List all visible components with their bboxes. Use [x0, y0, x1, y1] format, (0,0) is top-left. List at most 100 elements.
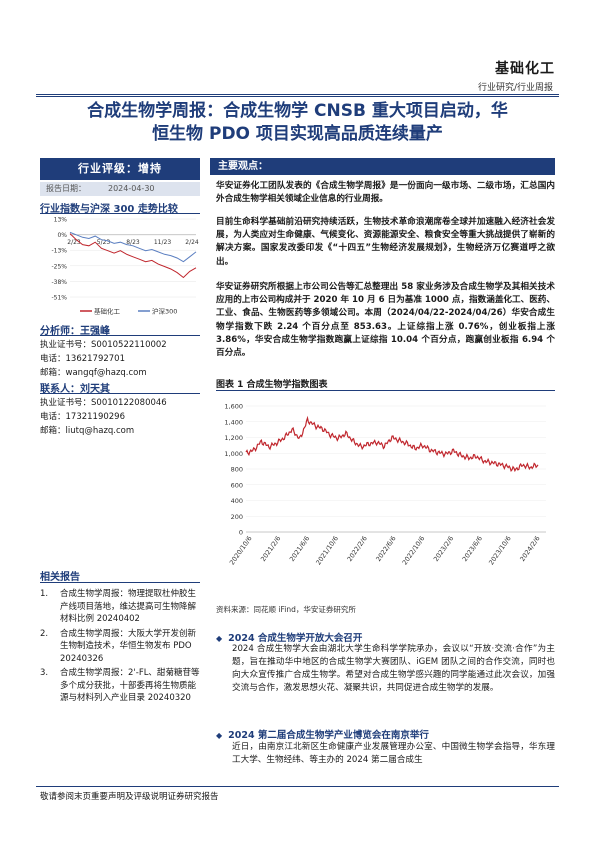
y-tick-label: 200: [231, 513, 243, 521]
mini-y-tick-label: -38%: [51, 279, 67, 286]
related-report-number: 3.: [40, 668, 49, 678]
report-title: 合成生物学周报：合成生物学 CNSB 重大项目启动，华 恒生物 PDO 项目实现…: [40, 100, 555, 146]
contact-cert-row: 执业证书号：S0010122080046: [40, 396, 167, 410]
y-tick-label: 1,200: [224, 434, 243, 442]
footer-divider: [36, 786, 559, 787]
figure-source: 资料来源：同花顺 iFind，华安证券研究所: [216, 605, 356, 614]
synbio-index-chart: 0 200 400 600 800 1,000 1,200 1,400 1,600 2020/10…: [224, 403, 546, 567]
related-report-item[interactable]: 1. 合成生物学周报：物理提取杜仲胶生产线项目落地，维达提高可生物降解材料比例 2…: [40, 588, 200, 626]
mini-x-tick-label: 11/23: [154, 239, 171, 246]
analyst-phone-label: 电话：: [40, 354, 66, 364]
contact-heading: 联系人：刘天其: [40, 380, 110, 395]
related-reports-divider: [40, 582, 200, 583]
figure-title: 图表 1 合成生物学指数图表: [216, 380, 328, 390]
contact-heading-label: 联系人：: [40, 384, 80, 395]
para-index-summary: 华安证券研究所根据上市公司公告等汇总整理出 58 家业务涉及合成生物学及其相关技…: [216, 282, 555, 359]
mini-x-tick-label: 2/24: [185, 239, 199, 246]
contact-email-row: 邮箱：liutq@hazq.com: [40, 424, 134, 438]
contact-phone-label: 电话：: [40, 412, 66, 422]
x-tick-label: 2023/10/6: [487, 535, 513, 567]
contact-email-label: 邮箱：: [40, 426, 66, 436]
x-tick-label: 2021/6/6: [288, 535, 311, 564]
rating-label: 行业评级：: [78, 162, 138, 175]
mini-series-line: [69, 233, 197, 279]
bullet-expo-heading: 2024 第二届合成生物学产业博览会在南京举行: [216, 727, 429, 741]
mini-x-tick-label: 5/23: [97, 239, 111, 246]
mini-y-tick-label: -25%: [51, 263, 67, 270]
analyst-cert: S0010522110002: [91, 340, 167, 350]
x-tick-label: 2022/2/6: [346, 535, 369, 564]
index-chart-heading: 行业指数与沪深 300 走势比较: [40, 204, 178, 215]
report-title-line2: 恒生物 PDO 项目实现高品质连续量产: [152, 124, 443, 144]
date-value: 2024-04-30: [108, 184, 155, 193]
mini-y-tick-label: 13%: [54, 217, 68, 224]
related-report-item[interactable]: 3. 合成生物学周报：2'-FL、甜菊糖苷等多个成分获批，十部委再将生物质能源与材…: [40, 667, 200, 705]
x-tick-label: 2023/2/6: [432, 535, 455, 564]
breadcrumb: 行业研究/行业周报: [477, 83, 553, 93]
related-reports-heading: 相关报告: [40, 572, 80, 583]
analyst-name: 王强峰: [80, 326, 110, 337]
y-tick-label: 0: [239, 529, 243, 537]
para-background: 目前生命科学基础前沿研究持续活跃，生物技术革命浪潮席卷全球并加速融入经济社会发展…: [216, 217, 555, 267]
related-report-text: 合成生物学周报：物理提取杜仲胶生产线项目落地，维达提高可生物降解材料比例 202…: [60, 589, 197, 624]
industry-rating: 行业评级：增持: [40, 158, 200, 180]
contact-cert-label: 执业证书号：: [40, 398, 92, 408]
contact-divider: [40, 393, 200, 394]
contact-phone: 17321190296: [65, 412, 126, 422]
x-tick-label: 2023/6/6: [461, 535, 484, 564]
y-tick-label: 400: [231, 497, 243, 505]
y-tick-label: 1,000: [224, 450, 243, 458]
header-divider-2: [36, 96, 559, 97]
x-tick-label: 2021/2/6: [259, 535, 282, 564]
figure-divider: [216, 390, 555, 391]
contact-email[interactable]: liutq@hazq.com: [65, 426, 135, 436]
analyst-cert-label: 执业证书号：: [40, 340, 92, 350]
para-intro: 华安证券化工团队发表的《合成生物学周报》是一份面向一级市场、二级市场，汇总国内外…: [216, 181, 555, 205]
brand-title: 基础化工: [495, 61, 555, 77]
x-tick-label: 2021/10/6: [314, 535, 340, 567]
mini-y-tick-label: -51%: [51, 295, 67, 302]
analyst-phone-row: 电话：13621792701: [40, 352, 125, 366]
related-report-number: 2.: [40, 628, 49, 639]
analyst-heading-label: 分析师：: [40, 326, 80, 337]
x-tick-label: 2020/10/6: [228, 535, 254, 567]
y-tick-label: 1,400: [224, 418, 243, 426]
related-report-item[interactable]: 2. 合成生物学周报：大阪大学开发创新生物制造技术，华恒生物发布 PDO 2024…: [40, 628, 200, 666]
x-tick-label: 2024/2/6: [518, 535, 541, 564]
bullet-expo-text: 近日，由南京江北新区生命健康产业发展管理办公室、中国微生物学会指导，华东理工大学…: [232, 742, 555, 765]
mini-x-tick-label: 8/23: [126, 239, 140, 246]
analyst-divider: [40, 335, 200, 336]
index-chart-divider: [40, 213, 200, 214]
header-divider: [36, 94, 559, 95]
related-report-number: 1.: [40, 589, 49, 599]
mini-y-tick-label: 0%: [57, 232, 67, 239]
analyst-cert-row: 执业证书号：S0010522110002: [40, 338, 167, 352]
report-date: 报告日期： 2024-04-30: [40, 182, 200, 196]
mini-legend-label: 沪深300: [152, 307, 177, 316]
mini-series-line: [69, 231, 197, 263]
y-tick-label: 1,600: [224, 403, 243, 411]
mini-x-tick-label: 2/23: [67, 239, 81, 246]
rating-value: 增持: [138, 162, 162, 175]
report-title-line1: 合成生物学周报：合成生物学 CNSB 重大项目启动，华: [87, 101, 508, 121]
y-tick-label: 800: [231, 466, 243, 474]
bullet-conference-text: 2024 合成生物学大会由湖北大学生命科学学院承办，会议以“开放·交流·合作”为…: [232, 644, 555, 693]
x-tick-label: 2022/10/6: [401, 535, 427, 567]
contact-phone-row: 电话：17321190296: [40, 410, 125, 424]
related-report-text: 合成生物学周报：2'-FL、甜菊糖苷等多个成分获批，十部委再将生物质能源与材料列…: [60, 668, 200, 703]
bullet-conference-heading: 2024 合成生物学开放大会召开: [216, 630, 362, 644]
contact-cert: S0010122080046: [91, 398, 167, 408]
analyst-phone: 13621792701: [65, 354, 126, 364]
related-reports-list: 1. 合成生物学周报：物理提取杜仲胶生产线项目落地，维达提高可生物降解材料比例 2…: [40, 588, 200, 707]
contact-name: 刘天其: [80, 384, 110, 395]
index-comparison-chart: 13% 0% -13% -25% -38% -51% 2/23 5/23 8/23 11/23 2/…: [51, 217, 199, 316]
mini-legend-label: 基础化工: [94, 307, 121, 316]
analyst-email[interactable]: wangqf@hazq.com: [65, 368, 147, 378]
footer-disclaimer[interactable]: 敬请参阅末页重要声明及评级说明证券研究报告: [40, 792, 219, 802]
mini-y-tick-label: -13%: [51, 248, 67, 255]
analyst-email-row: 邮箱：wangqf@hazq.com: [40, 366, 147, 380]
related-report-text: 合成生物学周报：大阪大学开发创新生物制造技术，华恒生物发布 PDO 202403…: [60, 628, 197, 664]
analyst-heading: 分析师：王强峰: [40, 322, 110, 337]
analyst-email-label: 邮箱：: [40, 368, 66, 378]
key-points-heading: 主要观点：: [210, 158, 555, 175]
